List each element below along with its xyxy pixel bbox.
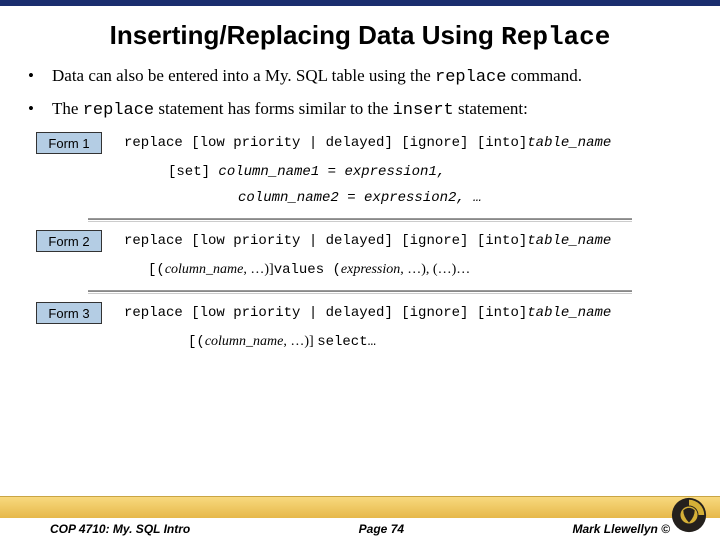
bullet-2-text: The replace statement has forms similar … — [52, 99, 692, 120]
footer-center: Page 74 — [359, 522, 404, 536]
bullet-dot: • — [28, 66, 52, 87]
form-1-label: Form 1 — [36, 132, 102, 154]
bullet-dot: • — [28, 99, 52, 120]
form-1-row: Form 1 replace [low priority | delayed] … — [28, 132, 692, 154]
form-2-row: Form 2 replace [low priority | delayed] … — [28, 230, 692, 252]
bullet-1-text: Data can also be entered into a My. SQL … — [52, 66, 692, 87]
form-3-syntax: replace [low priority | delayed] [ignore… — [124, 305, 611, 321]
footer-left: COP 4710: My. SQL Intro — [50, 522, 190, 536]
divider-1 — [88, 218, 632, 222]
bullet-2: • The replace statement has forms simila… — [28, 99, 692, 120]
content-area: • Data can also be entered into a My. SQ… — [0, 66, 720, 350]
title-code: Replace — [501, 22, 610, 52]
footer-text-row: COP 4710: My. SQL Intro Page 74 Mark Lle… — [0, 518, 720, 540]
footer: COP 4710: My. SQL Intro Page 74 Mark Lle… — [0, 496, 720, 540]
form-1-line3: column_name2 = expression2, … — [238, 190, 692, 206]
footer-right: Mark Llewellyn © — [572, 522, 670, 536]
form-1-line2: [set] column_name1 = expression1, — [168, 164, 692, 180]
form-1-syntax: replace [low priority | delayed] [ignore… — [124, 135, 611, 151]
page-title: Inserting/Replacing Data Using Replace — [0, 20, 720, 52]
top-border — [0, 0, 720, 6]
footer-gold-bar — [0, 496, 720, 518]
title-text: Inserting/Replacing Data Using — [110, 20, 502, 50]
bullet-1: • Data can also be entered into a My. SQ… — [28, 66, 692, 87]
form-3-row: Form 3 replace [low priority | delayed] … — [28, 302, 692, 324]
divider-2 — [88, 290, 632, 294]
form-2-label: Form 2 — [36, 230, 102, 252]
form-2-line2: [(column_name, …)]values (expression, …)… — [148, 262, 692, 278]
form-2-syntax: replace [low priority | delayed] [ignore… — [124, 233, 611, 249]
logo-icon — [670, 496, 708, 534]
form-3-line2: [(column_name, …)] select… — [188, 334, 692, 350]
form-3-label: Form 3 — [36, 302, 102, 324]
